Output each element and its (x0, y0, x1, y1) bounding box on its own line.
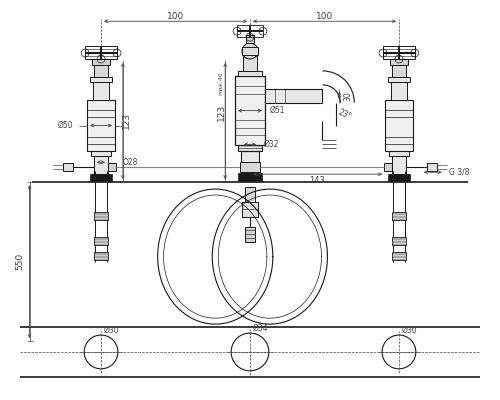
Text: G 3/8: G 3/8 (448, 168, 469, 177)
Bar (243, 56, 257, 71)
Bar (245, 227, 255, 242)
Bar (388, 77, 410, 82)
Bar (242, 47, 258, 55)
Bar (87, 100, 115, 151)
Text: 123: 123 (216, 104, 226, 121)
Circle shape (242, 43, 258, 59)
Bar (108, 163, 116, 171)
Bar (237, 25, 263, 37)
Bar (85, 46, 117, 59)
Bar (392, 156, 406, 174)
Bar (92, 59, 110, 65)
Bar (265, 89, 322, 103)
Bar (94, 237, 108, 245)
Bar (240, 162, 260, 172)
Bar (235, 76, 265, 145)
Bar (94, 212, 108, 220)
Bar (94, 156, 108, 174)
Text: 143: 143 (310, 176, 326, 185)
Bar (385, 100, 413, 151)
Text: 100: 100 (316, 12, 333, 21)
Bar (392, 212, 406, 220)
Bar (94, 65, 108, 77)
Bar (238, 145, 262, 151)
Bar (392, 237, 406, 245)
Bar (392, 65, 406, 77)
Text: 23°: 23° (336, 108, 352, 122)
Text: Ø32: Ø32 (264, 140, 280, 149)
Bar (94, 252, 108, 260)
Text: Ø30: Ø30 (104, 326, 120, 334)
Bar (245, 187, 255, 202)
Text: 123: 123 (122, 112, 132, 129)
Bar (241, 151, 259, 173)
Text: Ø51: Ø51 (270, 106, 285, 115)
Bar (91, 151, 111, 156)
Bar (238, 71, 262, 76)
Bar (238, 173, 262, 181)
Bar (427, 163, 436, 171)
Bar (389, 151, 409, 156)
Text: Ø50: Ø50 (58, 121, 73, 130)
Bar (384, 163, 392, 171)
Bar (391, 82, 407, 100)
Text: Ø34: Ø34 (253, 324, 268, 333)
Bar (388, 174, 410, 181)
Text: Ò28: Ò28 (123, 158, 138, 167)
Bar (390, 59, 408, 65)
Text: 30: 30 (344, 91, 352, 101)
Bar (242, 202, 258, 217)
Text: 100: 100 (167, 12, 184, 21)
Text: Ø30: Ø30 (402, 326, 417, 334)
Bar (90, 174, 112, 181)
Bar (246, 35, 254, 43)
Text: 550: 550 (16, 253, 24, 270)
Text: max.40: max.40 (218, 71, 224, 95)
Bar (392, 252, 406, 260)
Bar (90, 77, 112, 82)
Bar (64, 163, 73, 171)
Bar (93, 82, 109, 100)
Bar (383, 46, 415, 59)
